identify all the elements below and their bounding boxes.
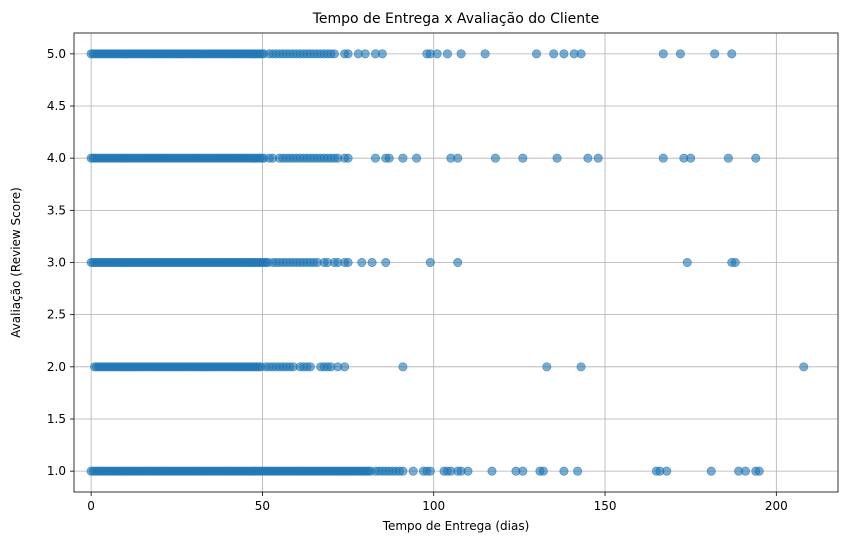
x-tick-label: 200 [765,499,788,513]
scatter-point [576,49,586,59]
y-tick-label: 2.0 [47,360,66,374]
scatter-point [538,466,548,476]
scatter-point [754,466,764,476]
scatter-point [686,153,696,163]
scatter-point [573,466,583,476]
scatter-point [549,49,559,59]
x-axis-label: Tempo de Entrega (dias) [382,519,530,533]
scatter-point [727,49,737,59]
scatter-point [658,153,668,163]
scatter-point [432,49,442,59]
y-axis-label: Avaliação (Review Score) [9,187,23,338]
scatter-point [453,257,463,267]
scatter-point [682,257,692,267]
y-tick-label: 3.0 [47,256,66,270]
scatter-point [730,257,740,267]
scatter-point [340,362,350,372]
scatter-point [343,49,353,59]
scatter-point [305,362,315,372]
axis-ticks: 0 50 100 150 200 1.0 1.5 2.0 2.5 3.0 3.5 4.0 4.5 5.0 [47,47,788,513]
scatter-point [706,466,716,476]
scatter-point [658,49,668,59]
scatter-point [518,153,528,163]
scatter-point [593,153,603,163]
scatter-point [343,257,353,267]
scatter-point [408,466,418,476]
scatter-point [675,49,685,59]
scatter-point [576,362,586,372]
scatter-point [442,49,452,59]
scatter-point [480,49,490,59]
x-tick-label: 0 [87,499,95,513]
scatter-point [463,466,473,476]
scatter-point [487,466,497,476]
scatter-point [799,362,809,372]
scatter-point [490,153,500,163]
scatter-point [425,466,435,476]
scatter-point [532,49,542,59]
scatter-point [384,153,394,163]
x-tick-label: 50 [255,499,270,513]
y-tick-label: 3.5 [47,203,66,217]
scatter-point [412,153,422,163]
scatter-point [559,49,569,59]
scatter-point [583,153,593,163]
x-tick-label: 100 [422,499,445,513]
scatter-point [343,153,353,163]
y-tick-label: 2.5 [47,308,66,322]
scatter-point [329,49,339,59]
scatter-point [723,153,733,163]
scatter-point [740,466,750,476]
scatter-point [453,153,463,163]
y-tick-label: 1.0 [47,464,66,478]
scatter-point [425,257,435,267]
chart-title: Tempo de Entrega x Avaliação do Cliente [312,11,600,27]
y-tick-label: 4.5 [47,99,66,113]
y-tick-label: 4.0 [47,151,66,165]
scatter-point [381,257,391,267]
scatter-point [518,466,528,476]
scatter-point [559,466,569,476]
scatter-points [86,49,809,476]
scatter-point [357,257,367,267]
x-tick-label: 150 [594,499,617,513]
scatter-point [751,153,761,163]
scatter-point [377,49,387,59]
y-tick-label: 5.0 [47,47,66,61]
scatter-point [398,362,408,372]
scatter-point [367,257,377,267]
scatter-point [398,466,408,476]
y-tick-label: 1.5 [47,412,66,426]
scatter-point [552,153,562,163]
scatter-point [456,49,466,59]
scatter-point [360,49,370,59]
scatter-point [370,153,380,163]
scatter-point [542,362,552,372]
scatter-point [662,466,672,476]
scatter-point [710,49,720,59]
scatter-point [398,153,408,163]
